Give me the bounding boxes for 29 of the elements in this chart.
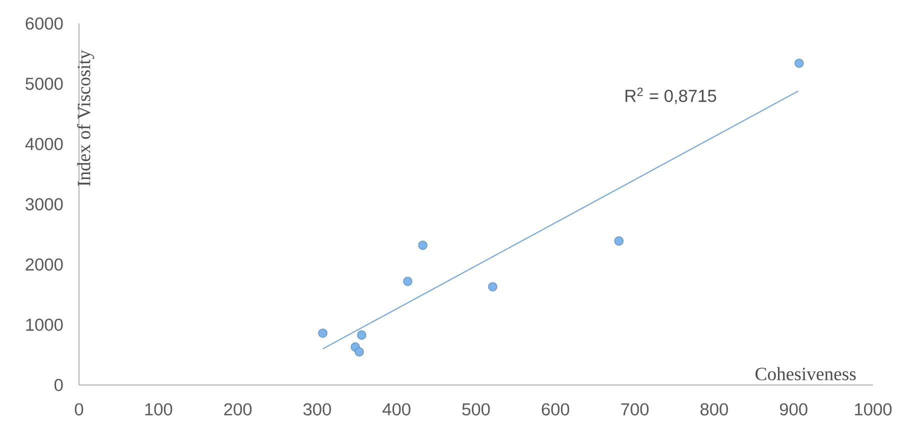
annotation: R$^{2}$ = 0,8715 xyxy=(626,88,716,104)
y-tick-label: 5000 xyxy=(26,78,63,90)
x-tick-label: 800 xyxy=(700,403,728,416)
point xyxy=(614,236,624,246)
x-tick-label: 300 xyxy=(303,403,331,416)
point xyxy=(794,58,804,68)
x-tick-label: 600 xyxy=(542,403,570,416)
point xyxy=(357,330,366,340)
point xyxy=(418,240,428,250)
x-tick-label: 200 xyxy=(224,403,252,416)
x-tick-label: 700 xyxy=(621,403,649,416)
x-tick-label: 100 xyxy=(145,403,172,416)
point xyxy=(318,328,328,338)
y-tick-label: 3000 xyxy=(26,198,63,210)
x-tick-label: 0 xyxy=(74,403,84,416)
x-tick-label: 500 xyxy=(462,403,490,416)
x-tick-label: 1000 xyxy=(855,403,892,416)
y-tick-label: 6000 xyxy=(26,17,63,30)
x-tick-label: 400 xyxy=(382,403,410,416)
y-tick-label: 4000 xyxy=(25,138,63,150)
y-tick-label: 0 xyxy=(54,378,63,392)
y-axis-title: Index of Viscosity xyxy=(76,50,94,186)
y-tick-label: 1000 xyxy=(26,318,63,331)
y-tick-label: 2000 xyxy=(26,258,63,271)
x-axis-title: Cohesiveness xyxy=(756,367,856,380)
x-tick-label: 900 xyxy=(780,403,808,416)
point xyxy=(403,276,412,286)
point xyxy=(488,282,498,292)
point xyxy=(354,347,364,356)
